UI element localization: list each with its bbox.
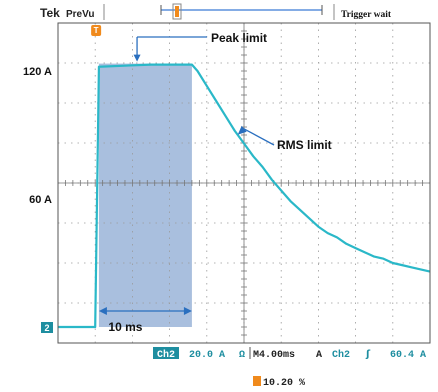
trigger-status: Trigger wait [341, 10, 392, 20]
y-tick-label-60: 60 A [29, 194, 52, 206]
rms-limit-annotation: RMS limit [237, 125, 332, 152]
time-div: M4.00ms [253, 350, 295, 361]
record-trigger-icon [175, 6, 179, 17]
ohm-symbol: Ω [239, 350, 245, 361]
record-bar [160, 3, 323, 20]
channel-badge [153, 347, 179, 359]
header: Tek PreVu Trigger wait [40, 3, 392, 20]
duration-label: 10 ms [108, 320, 142, 334]
mode-label: PreVu [66, 9, 95, 20]
shaded-interval [98, 63, 192, 327]
brand-label: Tek [40, 6, 60, 20]
trigger-slope-icon: ʃ [365, 349, 371, 360]
trigger-position: 10.20 % [263, 378, 305, 389]
current-trace [58, 63, 431, 329]
ground-marker: 2 [41, 322, 53, 333]
status-bar: Ch2 20.0 A Ω M4.00ms A Ch2 ʃ 60.4 A [153, 347, 426, 361]
plot-frame [57, 22, 431, 344]
trigger-marker: T [91, 25, 102, 36]
trigger-channel: Ch2 [332, 349, 350, 361]
peak-limit-label: Peak limit [211, 31, 267, 45]
rms-limit-label: RMS limit [277, 138, 332, 152]
trigger-level: 60.4 A [390, 350, 426, 361]
trigger-marker-label: T [94, 26, 99, 35]
channel-label: Ch2 [157, 349, 175, 361]
ground-marker-label: 2 [44, 323, 49, 333]
trigger-position-icon [253, 376, 261, 386]
record-window [172, 3, 182, 20]
acq-mode: A [316, 350, 322, 361]
y-tick-label-120: 120 A [23, 66, 52, 78]
volts-div: 20.0 A [189, 350, 225, 361]
duration-arrow: 10 ms [98, 307, 192, 334]
peak-limit-annotation: Peak limit [133, 31, 267, 62]
trigger-position-readout: 10.20 % [253, 376, 305, 389]
